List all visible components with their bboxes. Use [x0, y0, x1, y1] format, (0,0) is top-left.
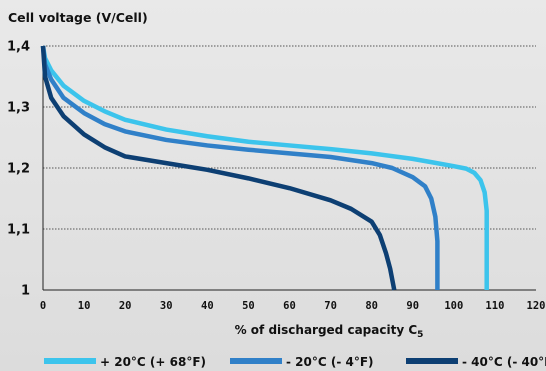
y-tick-label-4: 1,4 — [7, 40, 30, 55]
x-tick-labels: 0 10 20 30 40 50 60 70 80 90 100 110 120 — [40, 300, 546, 312]
legend-label-1: - 20°C (- 4°F) — [286, 355, 374, 369]
x-tick-label-8: 80 — [365, 300, 378, 312]
y-tick-labels: 1 1,1 1,2 1,3 1,4 — [7, 40, 30, 299]
chart-title: Cell voltage (V/Cell) — [8, 10, 148, 25]
x-axis-label-subscript: 5 — [417, 330, 423, 340]
series-line-0 — [40, 45, 489, 290]
legend-swatch-0 — [44, 358, 96, 364]
series-line-1 — [40, 45, 440, 290]
x-tick-label-3: 30 — [160, 300, 173, 312]
x-tick-label-7: 70 — [324, 300, 337, 312]
legend-label-2: - 40°C (- 40°F) — [462, 355, 546, 369]
legend-label-0: + 20°C (+ 68°F) — [100, 355, 206, 369]
x-tick-label-10: 100 — [444, 300, 463, 312]
legend-swatch-2 — [406, 358, 458, 364]
x-tick-label-2: 20 — [119, 300, 132, 312]
y-tick-label-1: 1,1 — [7, 223, 30, 238]
x-tick-label-9: 90 — [406, 300, 419, 312]
legend: + 20°C (+ 68°F) - 20°C (- 4°F) - 40°C (- 4… — [44, 355, 546, 369]
x-axis-label-main: % of discharged capacity C — [235, 323, 418, 337]
series-layer — [40, 45, 489, 291]
x-tick-label-11: 110 — [485, 300, 504, 312]
series-line-2 — [40, 45, 397, 291]
y-tick-label-2: 1,2 — [7, 162, 30, 177]
y-tick-label-3: 1,3 — [7, 101, 30, 116]
x-tick-label-5: 50 — [242, 300, 255, 312]
axis-layer — [42, 46, 536, 291]
x-tick-label-1: 10 — [78, 300, 91, 312]
x-tick-label-4: 40 — [201, 300, 214, 312]
x-axis-label: % of discharged capacity C5 — [235, 323, 424, 340]
y-tick-label-0: 1 — [21, 284, 30, 299]
legend-swatch-1 — [230, 358, 282, 364]
x-tick-label-0: 0 — [40, 300, 46, 312]
x-tick-label-6: 60 — [283, 300, 296, 312]
x-tick-label-12: 120 — [527, 300, 546, 312]
